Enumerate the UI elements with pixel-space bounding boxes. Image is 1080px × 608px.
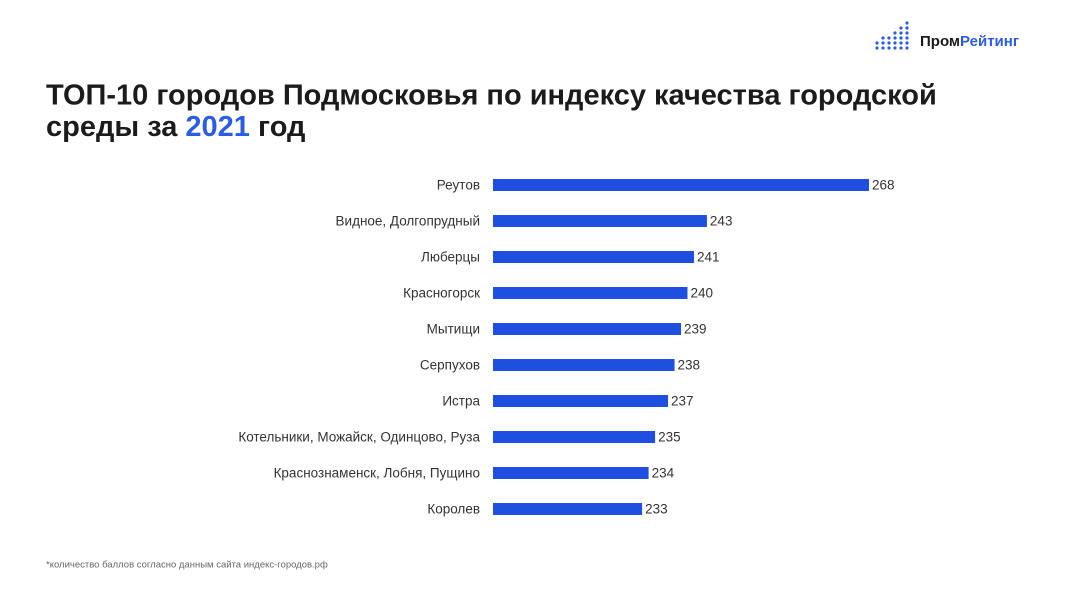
title-part: год (258, 111, 305, 143)
bar (493, 251, 694, 263)
category-label: Видное, Долгопрудный (336, 214, 480, 229)
bar (493, 359, 675, 371)
bar (493, 467, 649, 479)
category-label: Мытищи (427, 322, 480, 337)
value-label: 235 (658, 430, 681, 445)
category-label: Красногорск (403, 286, 480, 301)
value-label: 233 (645, 502, 668, 517)
chart-title: ТОП-10 городов Подмосковья по индексу ка… (46, 80, 937, 112)
logo: ПромРейтинг (920, 33, 1019, 50)
value-label: 241 (697, 250, 720, 265)
value-label: 237 (671, 394, 694, 409)
category-label: Краснознаменск, Лобня, Пущино (274, 466, 480, 481)
value-label: 238 (678, 358, 701, 373)
bar (493, 179, 869, 191)
bar (493, 503, 643, 515)
bar (493, 287, 688, 299)
bar (493, 323, 681, 335)
logo-part: Рейтинг (960, 33, 1019, 50)
value-label: 240 (690, 286, 713, 301)
logo-part: Пром (920, 33, 960, 50)
category-label: Люберцы (421, 250, 480, 265)
chart-title: среды за 2021 год (46, 111, 305, 143)
category-label: Реутов (437, 178, 480, 193)
category-label: Истра (442, 394, 480, 409)
value-label: 243 (710, 214, 733, 229)
bar (493, 431, 656, 443)
logo-icon (875, 21, 909, 50)
bar (493, 395, 669, 407)
value-label: 239 (684, 322, 707, 337)
title-part: среды за (46, 111, 185, 143)
title-highlight: 2021 (185, 111, 250, 143)
value-label: 268 (872, 178, 895, 193)
value-label: 234 (652, 466, 675, 481)
category-label: Котельники, Можайск, Одинцово, Руза (238, 430, 480, 445)
category-label: Королев (427, 502, 480, 517)
footnote: *количество баллов согласно данным сайта… (46, 560, 328, 571)
bar (493, 215, 707, 227)
category-label: Серпухов (420, 358, 480, 373)
